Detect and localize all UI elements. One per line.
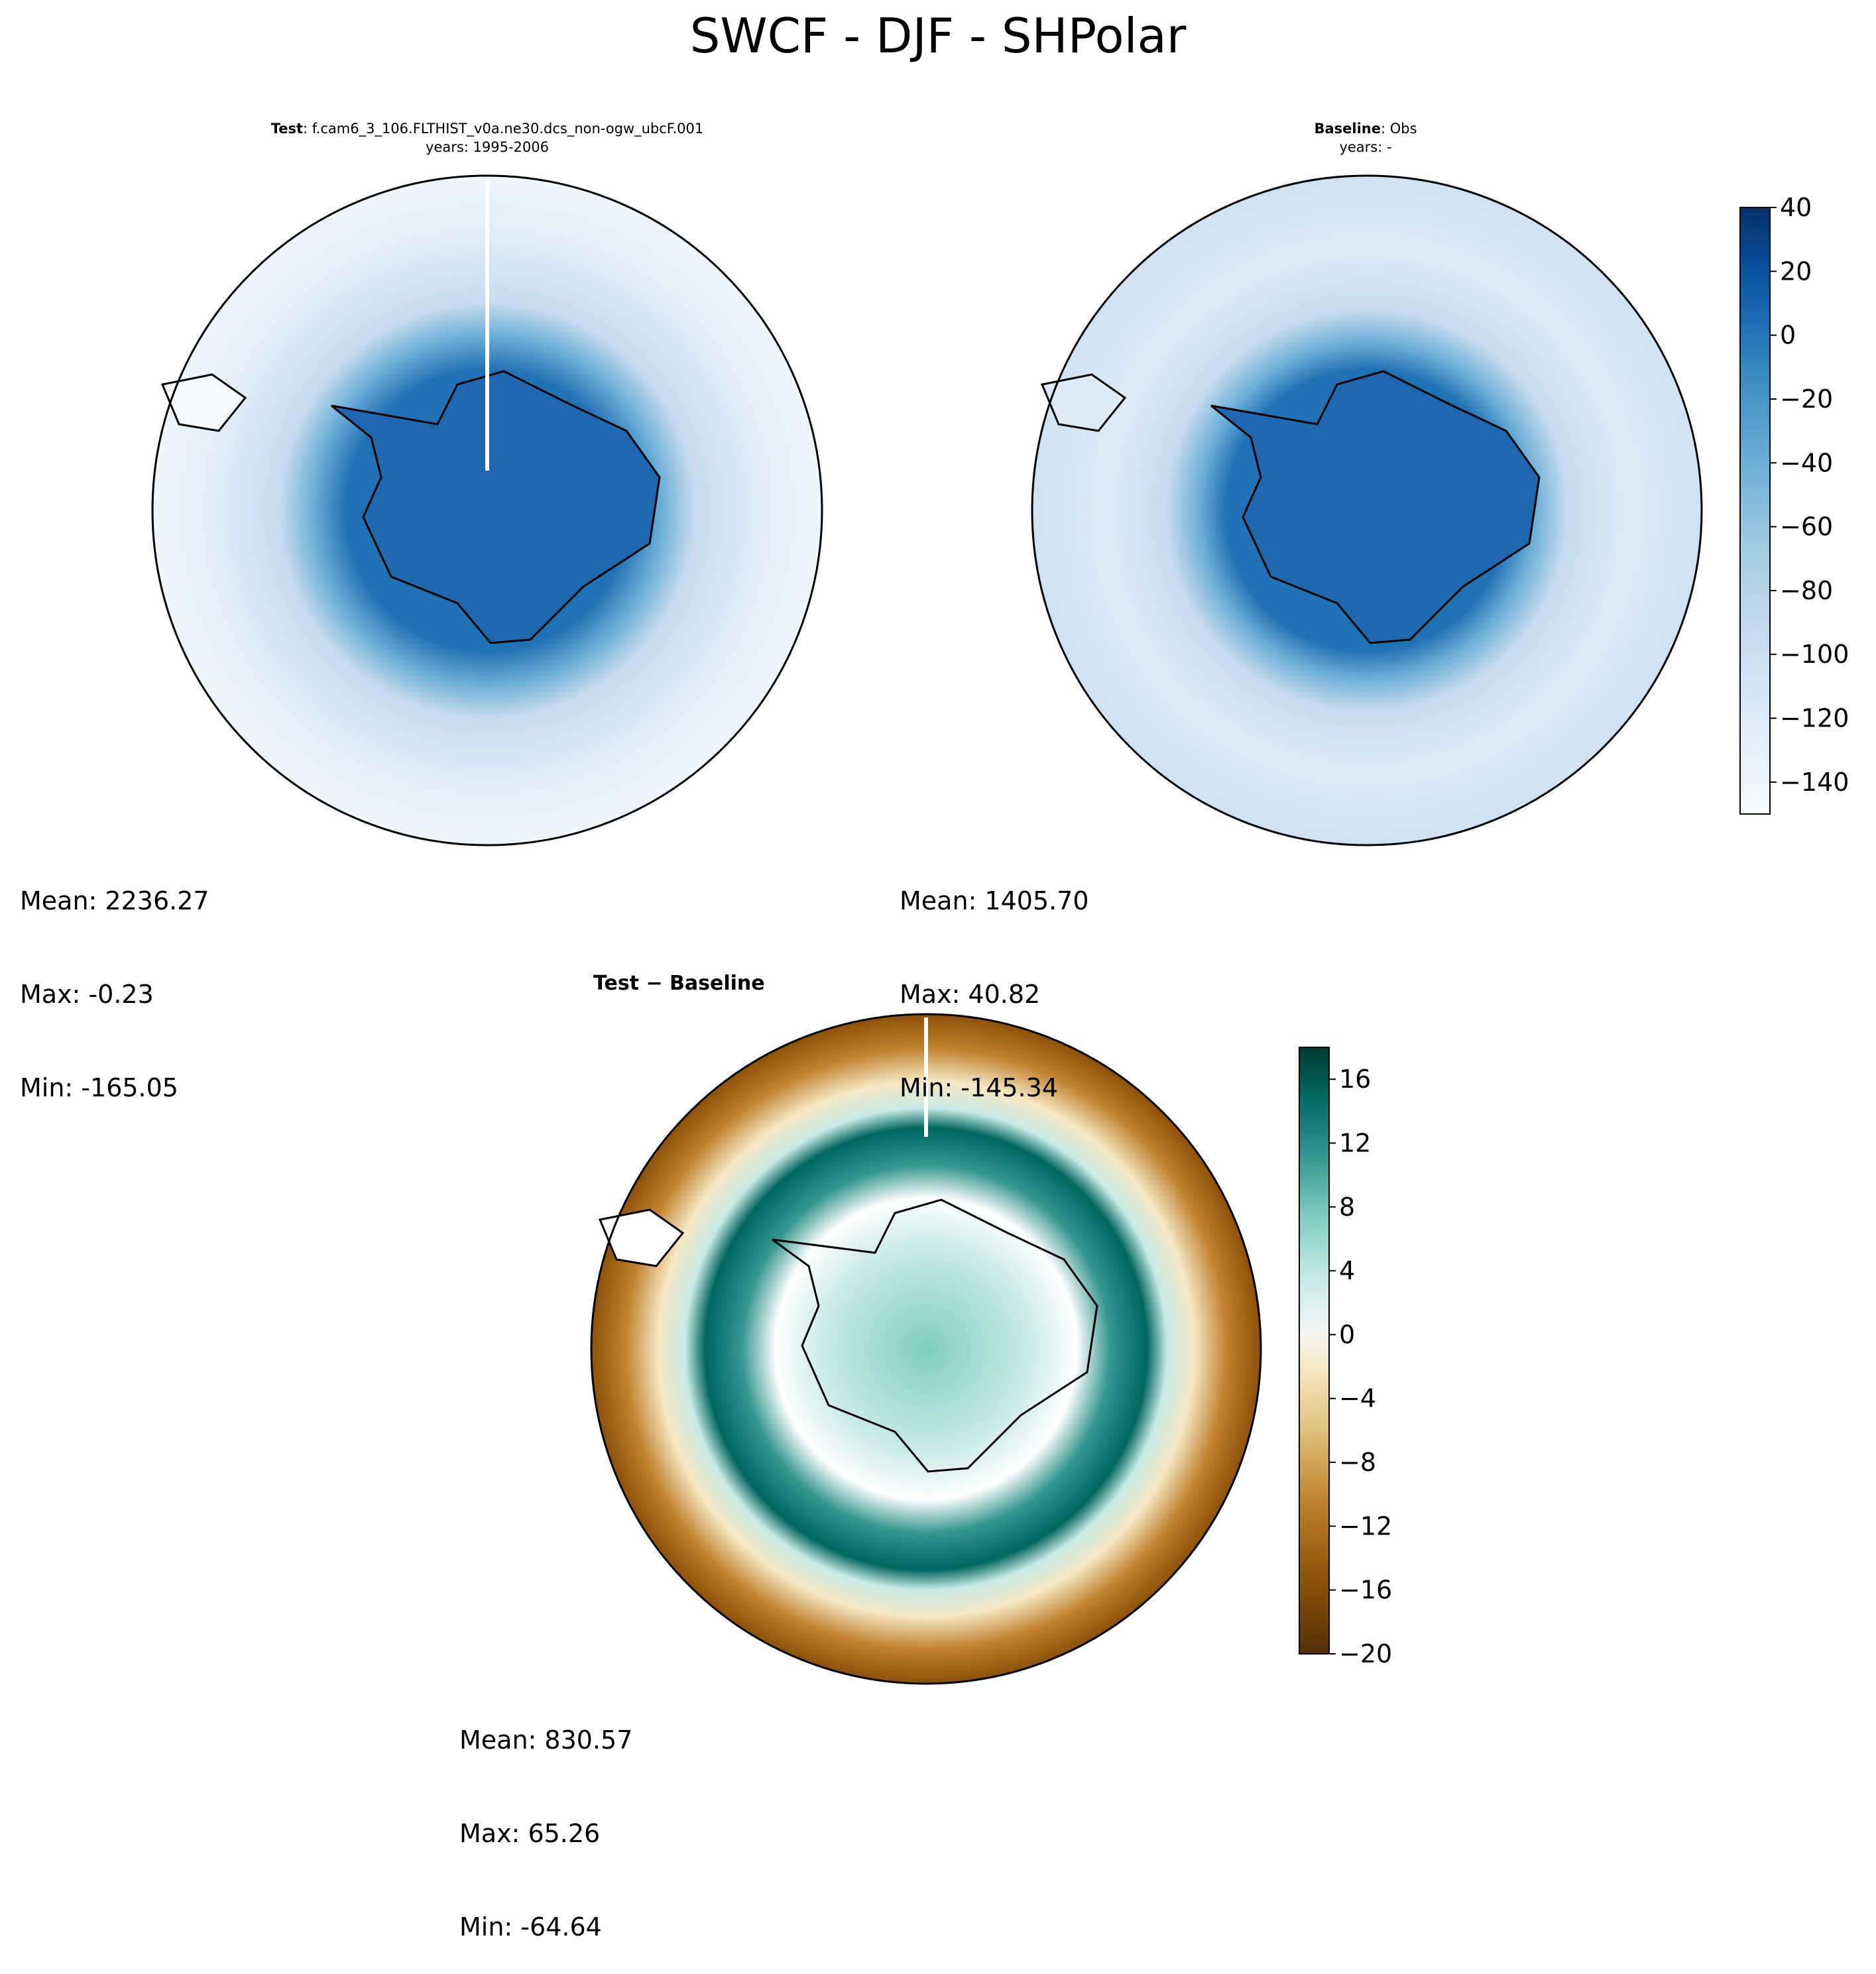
baseline-subtitle: years: -: [1339, 139, 1392, 155]
test-missing-data-strip: [485, 179, 489, 471]
diff-max: Max: 65.26: [459, 1819, 601, 1848]
test-max: Max: -0.23: [20, 980, 154, 1009]
baseline-max: Max: 40.82: [900, 980, 1041, 1009]
colorbar-blues-tick-label: 40: [1780, 193, 1812, 222]
diff-map-field: [591, 1014, 1261, 1684]
baseline-mean: Mean: 1405.70: [900, 886, 1089, 915]
colorbar-blues: 40 20 0 −20 −40 −60 −80 −100 −120 −140: [1739, 193, 1849, 815]
diff-min: Min: -64.64: [459, 1912, 602, 1942]
diff-antarctica-outline: [772, 1198, 1098, 1473]
colorbar-brbg: 16 12 8 4 0 −4 −8 −12 −16 −20: [1299, 1047, 1392, 1668]
baseline-stats: Mean: 1405.70 Max: 40.82 Min: -145.34: [900, 823, 1089, 1135]
figure-title: SWCF - DJF - SHPolar: [689, 8, 1187, 64]
baseline-antarctica: [1210, 370, 1541, 644]
diff-mean: Mean: 830.57: [459, 1725, 633, 1755]
colorbar-blues-tick-label: 20: [1780, 257, 1812, 286]
colorbar-brbg-tick-label: 12: [1339, 1128, 1371, 1157]
test-title-bold: Test: [270, 121, 304, 137]
test-map: [151, 174, 823, 846]
test-stats: Mean: 2236.27 Max: -0.23 Min: -165.05: [20, 823, 209, 1135]
diff-missing-data-strip: [924, 1017, 928, 1137]
colorbar-brbg-tick-label: 8: [1339, 1192, 1355, 1222]
diff-stats: Mean: 830.57 Max: 65.26 Min: -64.64: [459, 1662, 632, 1974]
diff-map-boundary: [590, 1013, 1262, 1685]
colorbar-blues-tick-label: 0: [1780, 321, 1796, 350]
baseline-title-rest: : Obs: [1380, 121, 1417, 137]
test-panel-title: Test: f.cam6_3_106.FLTHIST_v0a.ne30.dcs_…: [152, 119, 822, 156]
colorbar-blues-tick-label: −120: [1780, 704, 1849, 733]
test-mean: Mean: 2236.27: [20, 886, 209, 915]
colorbar-brbg-bar: [1299, 1047, 1330, 1655]
diff-panel-title: Test − Baseline: [593, 972, 765, 995]
baseline-south-america: [1040, 373, 1127, 432]
diff-south-america: [598, 1208, 685, 1267]
test-subtitle: years: 1995-2006: [425, 139, 549, 155]
baseline-title-bold: Baseline: [1314, 121, 1381, 137]
test-map-boundary: [151, 174, 823, 846]
baseline-map-boundary: [1031, 174, 1703, 846]
test-title-rest: : f.cam6_3_106.FLTHIST_v0a.ne30.dcs_non-…: [303, 121, 704, 137]
test-min: Min: -165.05: [20, 1073, 178, 1102]
colorbar-brbg-tick-label: −20: [1339, 1639, 1392, 1668]
colorbar-brbg-tick-label: −8: [1339, 1448, 1376, 1477]
colorbar-brbg-tick-label: −12: [1339, 1511, 1392, 1540]
colorbar-blues-tick-label: −60: [1780, 512, 1833, 542]
colorbar-blues-tick-label: −20: [1780, 384, 1833, 414]
colorbar-blues-tick-label: −40: [1780, 448, 1833, 477]
colorbar-brbg-ticks: 16 12 8 4 0 −4 −8 −12 −16 −20: [1329, 1065, 1392, 1668]
colorbar-blues-tick-label: −80: [1780, 576, 1833, 605]
colorbar-blues-bar: [1739, 207, 1771, 815]
test-south-america: [160, 373, 247, 432]
baseline-panel-title: Baseline: Obs years: -: [1100, 119, 1631, 156]
baseline-map: [1031, 174, 1703, 846]
colorbar-brbg-tick-label: 16: [1339, 1065, 1371, 1094]
colorbar-blues-tick-label: −100: [1780, 640, 1849, 669]
colorbar-brbg-tick-label: −16: [1339, 1576, 1392, 1605]
diff-map: [590, 1013, 1262, 1685]
colorbar-blues-tick-label: −140: [1780, 768, 1849, 797]
colorbar-brbg-tick-label: 0: [1339, 1320, 1355, 1349]
colorbar-brbg-tick-label: 4: [1339, 1256, 1355, 1285]
baseline-min: Min: -145.34: [900, 1073, 1058, 1102]
colorbar-blues-ticks: 40 20 0 −20 −40 −60 −80 −100 −120 −140: [1770, 193, 1849, 797]
colorbar-brbg-tick-label: −4: [1339, 1384, 1376, 1413]
